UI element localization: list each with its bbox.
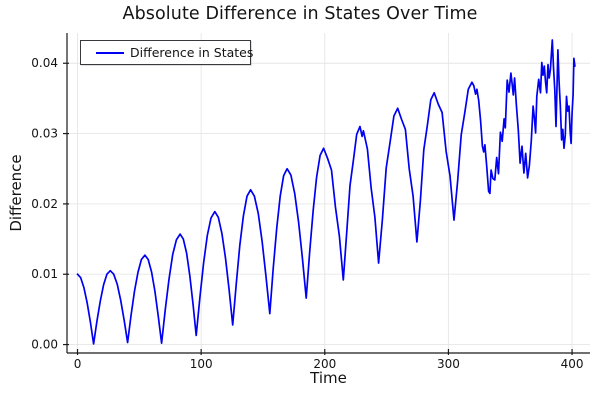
y-tick-label: 0.04 <box>31 56 58 70</box>
x-axis-label: Time <box>310 369 347 387</box>
chart-title: Absolute Difference in States Over Time <box>122 4 478 24</box>
x-tick-label: 300 <box>437 357 460 371</box>
legend-box: Difference in States <box>80 40 254 65</box>
x-tick-label: 400 <box>561 357 584 371</box>
y-axis-label: Difference <box>7 154 25 232</box>
x-tick-label: 100 <box>190 357 213 371</box>
x-tick-label: 0 <box>74 357 82 371</box>
legend-line-sample-icon <box>96 51 124 54</box>
y-tick-label: 0.01 <box>31 267 58 281</box>
y-tick-label: 0.00 <box>31 338 58 352</box>
series-line <box>76 39 576 345</box>
y-tick-label: 0.02 <box>31 197 58 211</box>
legend-label: Difference in States <box>130 45 254 60</box>
y-tick-label: 0.03 <box>31 127 58 141</box>
x-tick-label: 200 <box>313 357 336 371</box>
